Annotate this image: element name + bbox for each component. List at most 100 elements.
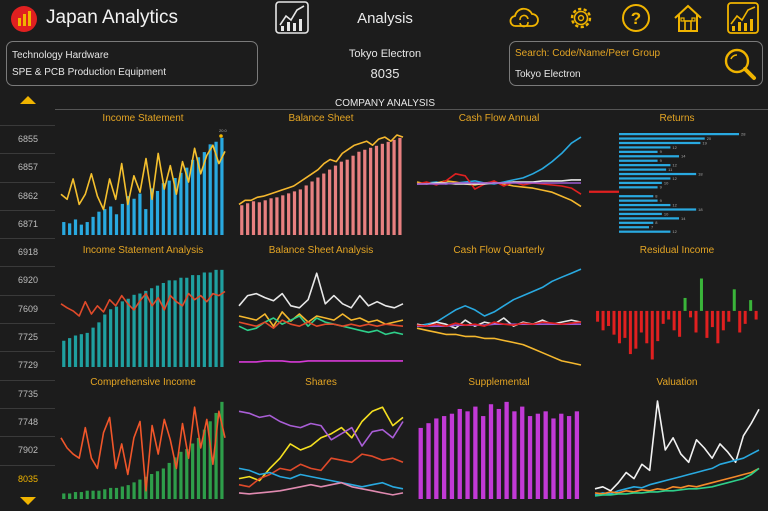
chart-cash-flow-quarterly[interactable]: Cash Flow Quarterly: [411, 245, 587, 373]
bar: [62, 493, 66, 499]
search-icon[interactable]: [722, 46, 758, 82]
bar: [214, 141, 218, 235]
bar: [619, 181, 662, 185]
settings-gear-icon[interactable]: [565, 2, 597, 34]
chart-title: Balance Sheet Analysis: [268, 245, 374, 256]
bar-label: 12: [672, 163, 677, 168]
bar: [191, 159, 195, 235]
search-placeholder[interactable]: Search: Code/Name/Peer Group: [515, 48, 661, 59]
bar: [743, 310, 747, 324]
company-list-item[interactable]: 7735: [0, 379, 55, 408]
search-panel[interactable]: Search: Code/Name/Peer Group Tokyo Elect…: [509, 41, 763, 86]
bar-label: 8: [655, 194, 658, 199]
bar: [634, 310, 638, 349]
home-icon[interactable]: [672, 2, 704, 34]
app-title: Japan Analytics: [46, 7, 179, 28]
chart-valuation[interactable]: Valuation: [589, 377, 765, 505]
bar-label: 10: [664, 211, 669, 216]
company-list-item[interactable]: 6862: [0, 181, 55, 210]
section-divider: [55, 109, 768, 110]
bar: [150, 188, 154, 235]
chart-supplemental[interactable]: Supplemental: [411, 377, 587, 505]
bar: [656, 310, 660, 342]
bar-label: 20: [707, 136, 712, 141]
bar: [179, 172, 183, 235]
bar: [185, 277, 189, 367]
bar: [619, 164, 671, 167]
bar: [298, 189, 302, 235]
bar: [220, 401, 224, 499]
chart-title: Comprehensive Income: [90, 377, 196, 388]
company-list-item[interactable]: 6920: [0, 266, 55, 294]
series-line: [594, 400, 760, 492]
chart-income-statement[interactable]: Income Statement 20.0: [55, 113, 231, 241]
bar: [619, 212, 662, 216]
bar-label: 19: [702, 140, 707, 145]
svg-text:?: ?: [631, 9, 641, 28]
chart-title: Income Statement: [102, 113, 184, 124]
bar: [316, 177, 320, 235]
bar: [619, 230, 671, 233]
series-line: [238, 453, 404, 488]
search-input[interactable]: Tokyo Electron: [515, 69, 581, 80]
bar: [103, 489, 107, 499]
company-name: Tokyo Electron: [348, 48, 422, 60]
bar: [619, 177, 671, 180]
bar: [551, 418, 556, 499]
company-list-item[interactable]: 6857: [0, 153, 55, 181]
series-line: [60, 406, 226, 492]
company-code-list: 6855 6857 6862 6871 6918 6920 7609 7725 7729 7735…: [0, 125, 55, 493]
company-list-item[interactable]: 6855: [0, 125, 55, 153]
bar: [161, 183, 165, 235]
company-list-item[interactable]: 7748: [0, 407, 55, 436]
bar: [619, 150, 658, 153]
bar: [457, 408, 462, 499]
bar: [374, 145, 379, 235]
chart-icon[interactable]: [727, 2, 759, 34]
chart-residual-income[interactable]: Residual Income: [589, 245, 765, 373]
cloud-sync-icon[interactable]: [508, 2, 540, 34]
sector-label: Technology Hardware: [12, 50, 109, 61]
bar: [120, 301, 124, 367]
bar: [612, 310, 616, 335]
chart-returns[interactable]: Returns28201912914912111812109-889121810…: [589, 113, 765, 241]
sector-panel: Technology Hardware SPE & PCB Production…: [6, 41, 258, 86]
bar: [132, 482, 136, 499]
scroll-up-arrow-icon[interactable]: [20, 96, 36, 104]
bar: [155, 285, 160, 367]
company-list-item[interactable]: 8035: [0, 464, 55, 493]
company-list-item[interactable]: 6918: [0, 238, 55, 266]
bar: [566, 416, 572, 499]
bar: [173, 457, 177, 499]
company-list-item[interactable]: 6871: [0, 209, 55, 238]
bar: [619, 141, 701, 145]
bar: [287, 193, 291, 235]
bar: [601, 310, 605, 331]
bar: [97, 211, 101, 235]
chart-income-statement-analysis[interactable]: Income Statement Analysis: [55, 245, 231, 373]
bar-label: 18: [698, 207, 703, 212]
bar: [114, 306, 119, 367]
chart-cash-flow-annual[interactable]: Cash Flow Annual: [411, 113, 587, 241]
bar: [705, 310, 709, 338]
chart-analysis-icon[interactable]: [275, 1, 309, 34]
chart-balance-sheet[interactable]: Balance Sheet: [233, 113, 409, 241]
chart-shares[interactable]: Shares: [233, 377, 409, 505]
bar: [473, 406, 478, 499]
scroll-down-arrow-icon[interactable]: [20, 497, 36, 505]
bar: [185, 167, 189, 235]
chart-balance-sheet-analysis[interactable]: Balance Sheet Analysis: [233, 245, 409, 373]
help-icon[interactable]: ?: [620, 2, 652, 34]
company-list-item[interactable]: 7609: [0, 294, 55, 323]
series-line: [238, 481, 404, 496]
company-list-item[interactable]: 7902: [0, 436, 55, 464]
company-list-item[interactable]: 7729: [0, 351, 55, 379]
series-line: [594, 467, 760, 495]
chart-comprehensive-income[interactable]: Comprehensive Income: [55, 377, 231, 505]
bar: [328, 169, 332, 235]
bar: [155, 471, 160, 499]
company-list-item[interactable]: 7725: [0, 323, 55, 351]
bar: [79, 334, 83, 367]
bar: [179, 277, 183, 367]
bar: [91, 216, 95, 235]
